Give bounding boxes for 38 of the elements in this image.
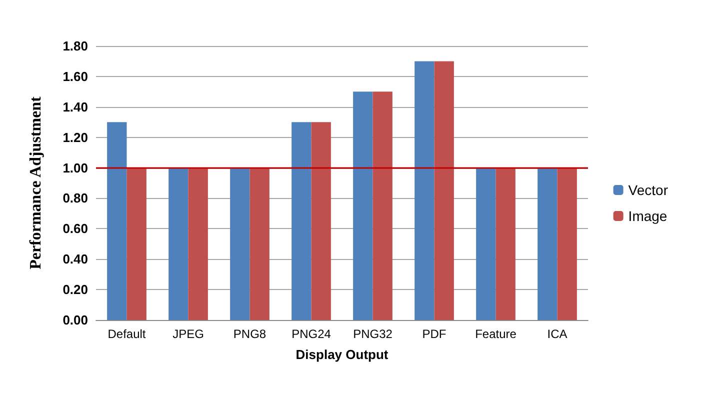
y-tick-label: 1.60 [62, 68, 88, 84]
y-tick-label: 0.60 [62, 221, 88, 236]
y-tick-label: 0.00 [62, 312, 88, 328]
bar [353, 92, 373, 320]
x-tick-label: PDF [422, 327, 446, 341]
bar [230, 168, 250, 320]
bar [557, 168, 577, 320]
x-tick-label: PNG24 [292, 327, 332, 341]
bar [126, 168, 146, 320]
x-tick-label: PNG8 [233, 327, 266, 341]
y-tick-label: 0.20 [62, 282, 88, 298]
bar [372, 92, 392, 320]
x-tick-label: PNG32 [353, 327, 393, 341]
y-tick-label: 1.80 [62, 38, 88, 54]
y-axis-title: Performance Adjustment [28, 96, 44, 270]
legend-label: Image [628, 208, 668, 224]
bar [311, 122, 331, 320]
y-tick-label: 0.80 [62, 190, 88, 206]
bar [107, 122, 127, 320]
y-tick-label: 1.20 [62, 130, 88, 145]
bar [476, 168, 496, 320]
bar [292, 122, 312, 320]
x-tick-label: Feature [475, 327, 517, 341]
y-tick-label: 0.40 [62, 252, 88, 267]
x-tick-label: JPEG [172, 327, 204, 341]
y-tick-label: 1.40 [62, 99, 88, 114]
y-tick-label: 1.00 [62, 160, 88, 176]
x-tick-label: Default [108, 327, 146, 341]
bar [188, 168, 208, 320]
bar [250, 168, 270, 320]
bar [434, 61, 454, 320]
x-tick-label: ICA [547, 327, 568, 341]
bar [496, 168, 516, 320]
x-axis-title: Display Output [296, 347, 389, 362]
bar [168, 168, 188, 320]
legend-label: Vector [628, 182, 668, 198]
bar [414, 61, 434, 320]
bar [538, 168, 558, 320]
